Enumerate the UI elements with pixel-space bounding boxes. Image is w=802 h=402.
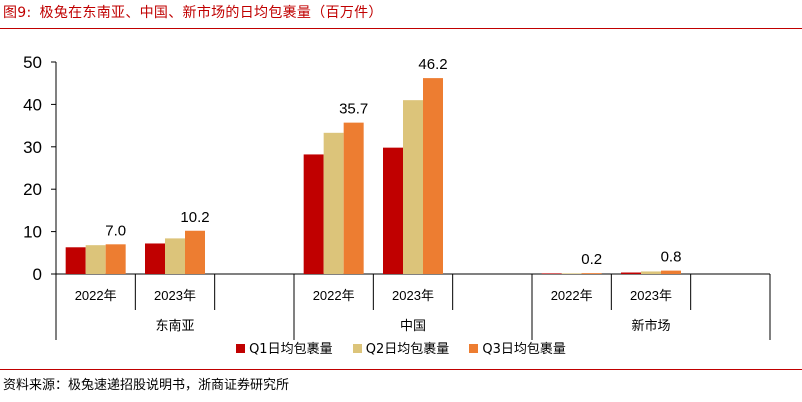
x-tick-label: 2022年: [75, 288, 117, 303]
y-tick-label: 20: [23, 180, 42, 199]
y-tick-label: 10: [23, 223, 42, 242]
legend-swatch-q1: [236, 344, 246, 353]
data-label: 7.0: [105, 222, 126, 239]
bar-3: [581, 273, 602, 274]
data-label: 10.2: [180, 209, 209, 226]
bar-3: [661, 270, 681, 274]
data-label: 0.8: [661, 249, 682, 266]
source-divider: [0, 369, 802, 370]
bar-2: [403, 100, 423, 274]
legend-label-q2: Q2日均包裹量: [365, 342, 450, 357]
bar-3: [105, 244, 126, 274]
legend-swatch-q3: [469, 344, 479, 353]
legend-item-q2: Q2日均包裹量: [352, 338, 450, 357]
legend-label-q3: Q3日均包裹量: [482, 342, 566, 357]
figure-label: 图9:: [3, 5, 32, 21]
data-label: 35.7: [339, 101, 368, 118]
group-label: 新市场: [631, 318, 670, 333]
x-tick-label: 2023年: [154, 288, 196, 303]
bar-2: [323, 132, 344, 274]
chart-legend: Q1日均包裹量 Q2日均包裹量 Q3日均包裹量: [0, 338, 802, 357]
legend-label-q1: Q1日均包裹量: [249, 342, 333, 357]
y-tick-label: 50: [23, 53, 42, 72]
x-tick-label: 2023年: [630, 288, 672, 303]
bar-1: [383, 147, 403, 274]
data-label: 46.2: [418, 56, 447, 73]
legend-item-q3: Q3日均包裹量: [469, 338, 566, 357]
group-label: 东南亚: [155, 318, 194, 333]
bar-1: [145, 243, 165, 274]
legend-item-q1: Q1日均包裹量: [236, 338, 333, 357]
x-tick-label: 2022年: [313, 288, 355, 303]
x-tick-label: 2022年: [551, 288, 593, 303]
bar-2: [561, 273, 582, 274]
y-tick-label: 40: [23, 95, 42, 114]
group-label: 中国: [400, 318, 426, 333]
x-tick-label: 2023年: [392, 288, 434, 303]
bar-1: [303, 154, 324, 274]
title-divider: [0, 28, 802, 29]
bar-2: [85, 245, 106, 274]
bar-1: [541, 273, 562, 274]
bar-chart: 0 10 20 30 40 50 7.0 10.2 35.7 46.2 0.2 0.8 2022年 202…: [23, 53, 771, 340]
legend-swatch-q2: [352, 344, 362, 353]
figure-title-text: 极兔在东南亚、中国、新市场的日均包裹量（百万件）: [39, 5, 383, 21]
bar-2: [641, 271, 661, 274]
bar-1: [621, 272, 641, 274]
data-label: 0.2: [581, 251, 602, 268]
figure-title: 图9: 极兔在东南亚、中国、新市场的日均包裹量（百万件）: [3, 2, 383, 22]
source-note: 资料来源：极兔速递招股说明书，浙商证券研究所: [3, 378, 290, 393]
bar-2: [165, 238, 185, 274]
bar-3: [343, 122, 364, 275]
bar-3: [185, 230, 205, 274]
bar-3: [423, 78, 443, 274]
y-tick-label: 30: [23, 138, 42, 157]
y-tick-label: 0: [33, 265, 42, 284]
bar-1: [65, 247, 86, 274]
